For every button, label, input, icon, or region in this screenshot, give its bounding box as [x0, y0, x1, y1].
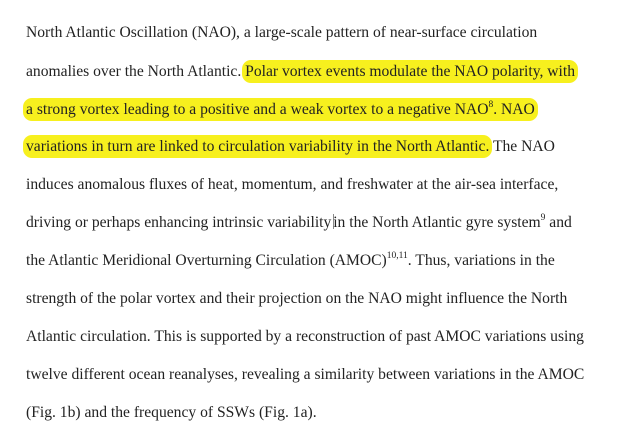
text-line-3: a strong vortex leading to a positive an…: [23, 95, 538, 125]
line-8-text: strength of the polar vortex and their p…: [26, 290, 568, 307]
text-line-7: the Atlantic Meridional Overturning Circ…: [26, 246, 555, 276]
line-2-text: anomalies over the North Atlantic.: [26, 63, 242, 80]
highlighted-text: a strong vortex leading to a positive an…: [23, 98, 538, 121]
text-line-4: variations in turn are linked to circula…: [23, 132, 555, 162]
line-5-text: induces anomalous fluxes of heat, moment…: [26, 176, 559, 193]
line-6-text-b: in the North Atlantic gyre system: [333, 214, 541, 231]
line-1-text: North Atlantic Oscillation (NAO), a larg…: [26, 24, 538, 41]
line-6-text-a: driving or perhaps enhancing intrinsic v…: [26, 214, 336, 231]
text-line-10: twelve different ocean reanalyses, revea…: [26, 360, 584, 390]
text-line-11: (Fig. 1b) and the frequency of SSWs (Fig…: [26, 398, 317, 428]
line-3-highlight-tail: . NAO: [493, 101, 535, 118]
line-3-highlight: a strong vortex leading to a positive an…: [26, 101, 489, 118]
reference-superscript: 8: [488, 99, 494, 110]
text-line-6: driving or perhaps enhancing intrinsic v…: [26, 208, 572, 238]
line-4-text: The NAO: [492, 138, 555, 155]
highlighted-text: Polar vortex events modulate the NAO pol…: [242, 60, 578, 83]
text-line-1: North Atlantic Oscillation (NAO), a larg…: [26, 18, 537, 48]
text-line-8: strength of the polar vortex and their p…: [26, 284, 567, 314]
reference-superscript: 10,11: [386, 250, 408, 261]
line-10-text: twelve different ocean reanalyses, revea…: [26, 366, 585, 383]
line-9-text: Atlantic circulation. This is supported …: [26, 328, 584, 345]
text-line-9: Atlantic circulation. This is supported …: [26, 322, 584, 352]
line-11-text: (Fig. 1b) and the frequency of SSWs (Fig…: [26, 404, 317, 421]
highlighted-text: variations in turn are linked to circula…: [23, 135, 493, 158]
line-7-text-a: the Atlantic Meridional Overturning Circ…: [26, 252, 387, 269]
text-line-5: induces anomalous fluxes of heat, moment…: [26, 170, 558, 200]
reference-superscript: 9: [540, 212, 546, 223]
text-line-2: anomalies over the North Atlantic. Polar…: [26, 57, 578, 87]
line-6-text-c: and: [545, 214, 572, 231]
text-cursor-icon: [333, 214, 335, 229]
line-7-text-b: . Thus, variations in the: [407, 252, 555, 269]
